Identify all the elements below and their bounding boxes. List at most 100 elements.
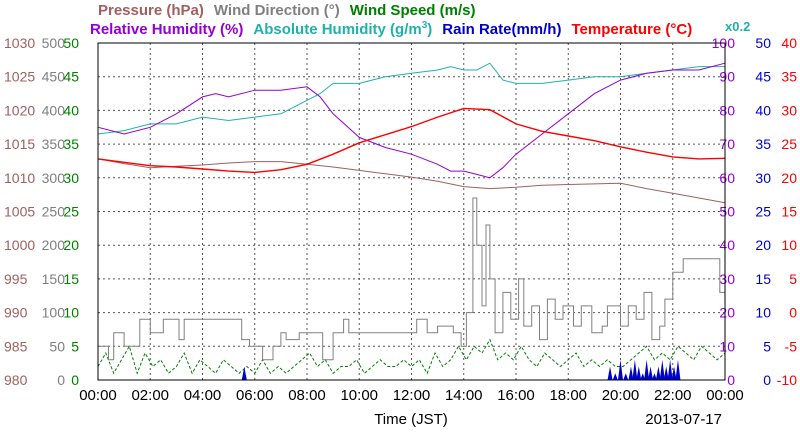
y-tick-label: 70 [719, 136, 735, 152]
x-tick-label: 04:00 [184, 387, 222, 404]
y-tick-label: 25 [781, 136, 797, 152]
y-tick-label: 150 [42, 271, 66, 287]
legend-entry-tail: ) [427, 21, 432, 38]
x-tick-label: 00:00 [706, 387, 744, 404]
y-tick-label: 1025 [4, 69, 35, 85]
y-tick-label: 25 [755, 204, 771, 220]
x-tick-label: 14:00 [445, 387, 483, 404]
y-tick-label: 40 [63, 102, 79, 118]
legend: Pressure (hPa) Wind Direction (°) Wind Spe… [98, 2, 475, 19]
legend-row-2: Relative Humidity (%) Absolute Humidity (… [90, 19, 750, 38]
x-tick-label: 18:00 [549, 387, 587, 404]
y-tick-label: 0 [71, 372, 79, 388]
y-tick-label: 30 [755, 170, 771, 186]
y-tick-label: 5 [71, 338, 79, 354]
y-tick-label: 450 [42, 69, 66, 85]
rain-rate-mm-h-spike [632, 359, 638, 380]
y-tick-label: 1030 [4, 35, 35, 51]
y-tick-label: 980 [4, 372, 28, 388]
rain-rate-mm-h-spike [663, 366, 669, 380]
y-tick-label: 90 [719, 69, 735, 85]
y-tick-label: -10 [777, 372, 797, 388]
y-tick-label: 40 [755, 102, 771, 118]
legend-scale-note: x0.2 [725, 19, 750, 34]
x-tick-label: 08:00 [288, 387, 326, 404]
wind-speed-m-s-line [97, 338, 726, 375]
y-tick-label: 60 [719, 170, 735, 186]
y-tick-label: 300 [42, 170, 66, 186]
y-tick-label: 990 [4, 305, 28, 321]
y-tick-label: 50 [63, 35, 79, 51]
series-layer [97, 62, 726, 380]
y-tick-label: 30 [781, 102, 797, 118]
y-tick-label: 35 [781, 69, 797, 85]
y-tick-label: 1005 [4, 204, 35, 220]
y-tick-label: 10 [719, 338, 735, 354]
pressure-hpa-line [97, 158, 726, 204]
y-tick-label: 50 [719, 204, 735, 220]
rain-rate-mm-h-spike [651, 373, 657, 380]
y-tick-label: 500 [42, 35, 66, 51]
legend-entry: Rain Rate(mm/h) [442, 21, 561, 38]
y-tick-label: 10 [63, 305, 79, 321]
y-tick-label: -5 [785, 338, 798, 354]
legend-entry-sup: 3 [422, 20, 428, 31]
legend-entry: Temperature (°C) [571, 21, 692, 38]
y-tick-label: 30 [719, 271, 735, 287]
rain-rate-mm-h-spike [655, 366, 661, 380]
rain-rate-mm-h-spike [618, 359, 623, 380]
y-tick-label: 10 [781, 237, 797, 253]
legend-entry: Relative Humidity (%) [90, 21, 243, 38]
y-tick-label: 1010 [4, 170, 35, 186]
y-tick-label: 350 [42, 136, 66, 152]
y-tick-label: 45 [755, 69, 771, 85]
legend-entry: Wind Speed (m/s) [350, 2, 476, 19]
legend-entry: Pressure (hPa) [98, 2, 204, 19]
y-tick-label: 985 [4, 338, 28, 354]
legend-entry: Wind Direction (°) [214, 2, 340, 19]
y-tick-label: 20 [63, 237, 79, 253]
y-tick-label: 45 [63, 69, 79, 85]
y-tick-label: 80 [719, 102, 735, 118]
y-tick-label: 0 [789, 305, 797, 321]
y-tick-label: 995 [4, 271, 28, 287]
temperature-c-line [97, 107, 726, 174]
relative-humidity-line [97, 62, 726, 179]
rain-rate-mm-h-spike [623, 373, 629, 380]
rain-rate-mm-h-spike [648, 366, 654, 380]
y-tick-label: 20 [781, 170, 797, 186]
absolute-humidity-line [97, 62, 725, 135]
x-tick-label: 22:00 [654, 387, 692, 404]
rain-rate-mm-h-spike [636, 366, 642, 380]
rain-rate-mm-h-spike [667, 359, 673, 380]
x-tick-label: 12:00 [393, 387, 431, 404]
y-tick-label: 50 [49, 338, 65, 354]
y-tick-label: 40 [719, 237, 735, 253]
y-tick-label: 50 [755, 35, 771, 51]
x-axis-label: Time (JST) [374, 411, 448, 428]
y-tick-label: 15 [63, 271, 79, 287]
left-axes: 9809859909951000100510101015102010251030… [4, 35, 79, 388]
rain-rate-mm-h-spike [659, 359, 665, 380]
y-tick-label: 25 [63, 204, 79, 220]
y-tick-label: 15 [755, 271, 771, 287]
legend-row-1: Pressure (hPa) Wind Direction (°) Wind Spe… [98, 2, 475, 19]
y-tick-label: 400 [42, 102, 66, 118]
rain-rate-mm-h-spike [241, 366, 247, 380]
x-axis-ticks: 00:00 02:00 04:00 06:00 08:00 10:00 12:00 14:00… [79, 387, 744, 404]
y-tick-label: 200 [42, 237, 66, 253]
rain-rate-mm-h-spike [607, 366, 613, 380]
y-tick-label: 20 [755, 237, 771, 253]
rain-rate-mm-h-spike [644, 359, 650, 380]
rain-rate-mm-h-spike [612, 373, 618, 380]
y-tick-label: 100 [42, 305, 66, 321]
right-axes: 0102030405060708090100051015202530354045… [712, 35, 798, 388]
y-tick-label: 20 [719, 305, 735, 321]
plot-grid [98, 43, 725, 380]
y-tick-label: 1015 [4, 136, 35, 152]
legend: Relative Humidity (%) Absolute Humidity (… [90, 20, 692, 38]
x-tick-label: 20:00 [602, 387, 640, 404]
y-tick-label: 15 [781, 204, 797, 220]
rain-rate-mm-h-spike [640, 373, 646, 380]
